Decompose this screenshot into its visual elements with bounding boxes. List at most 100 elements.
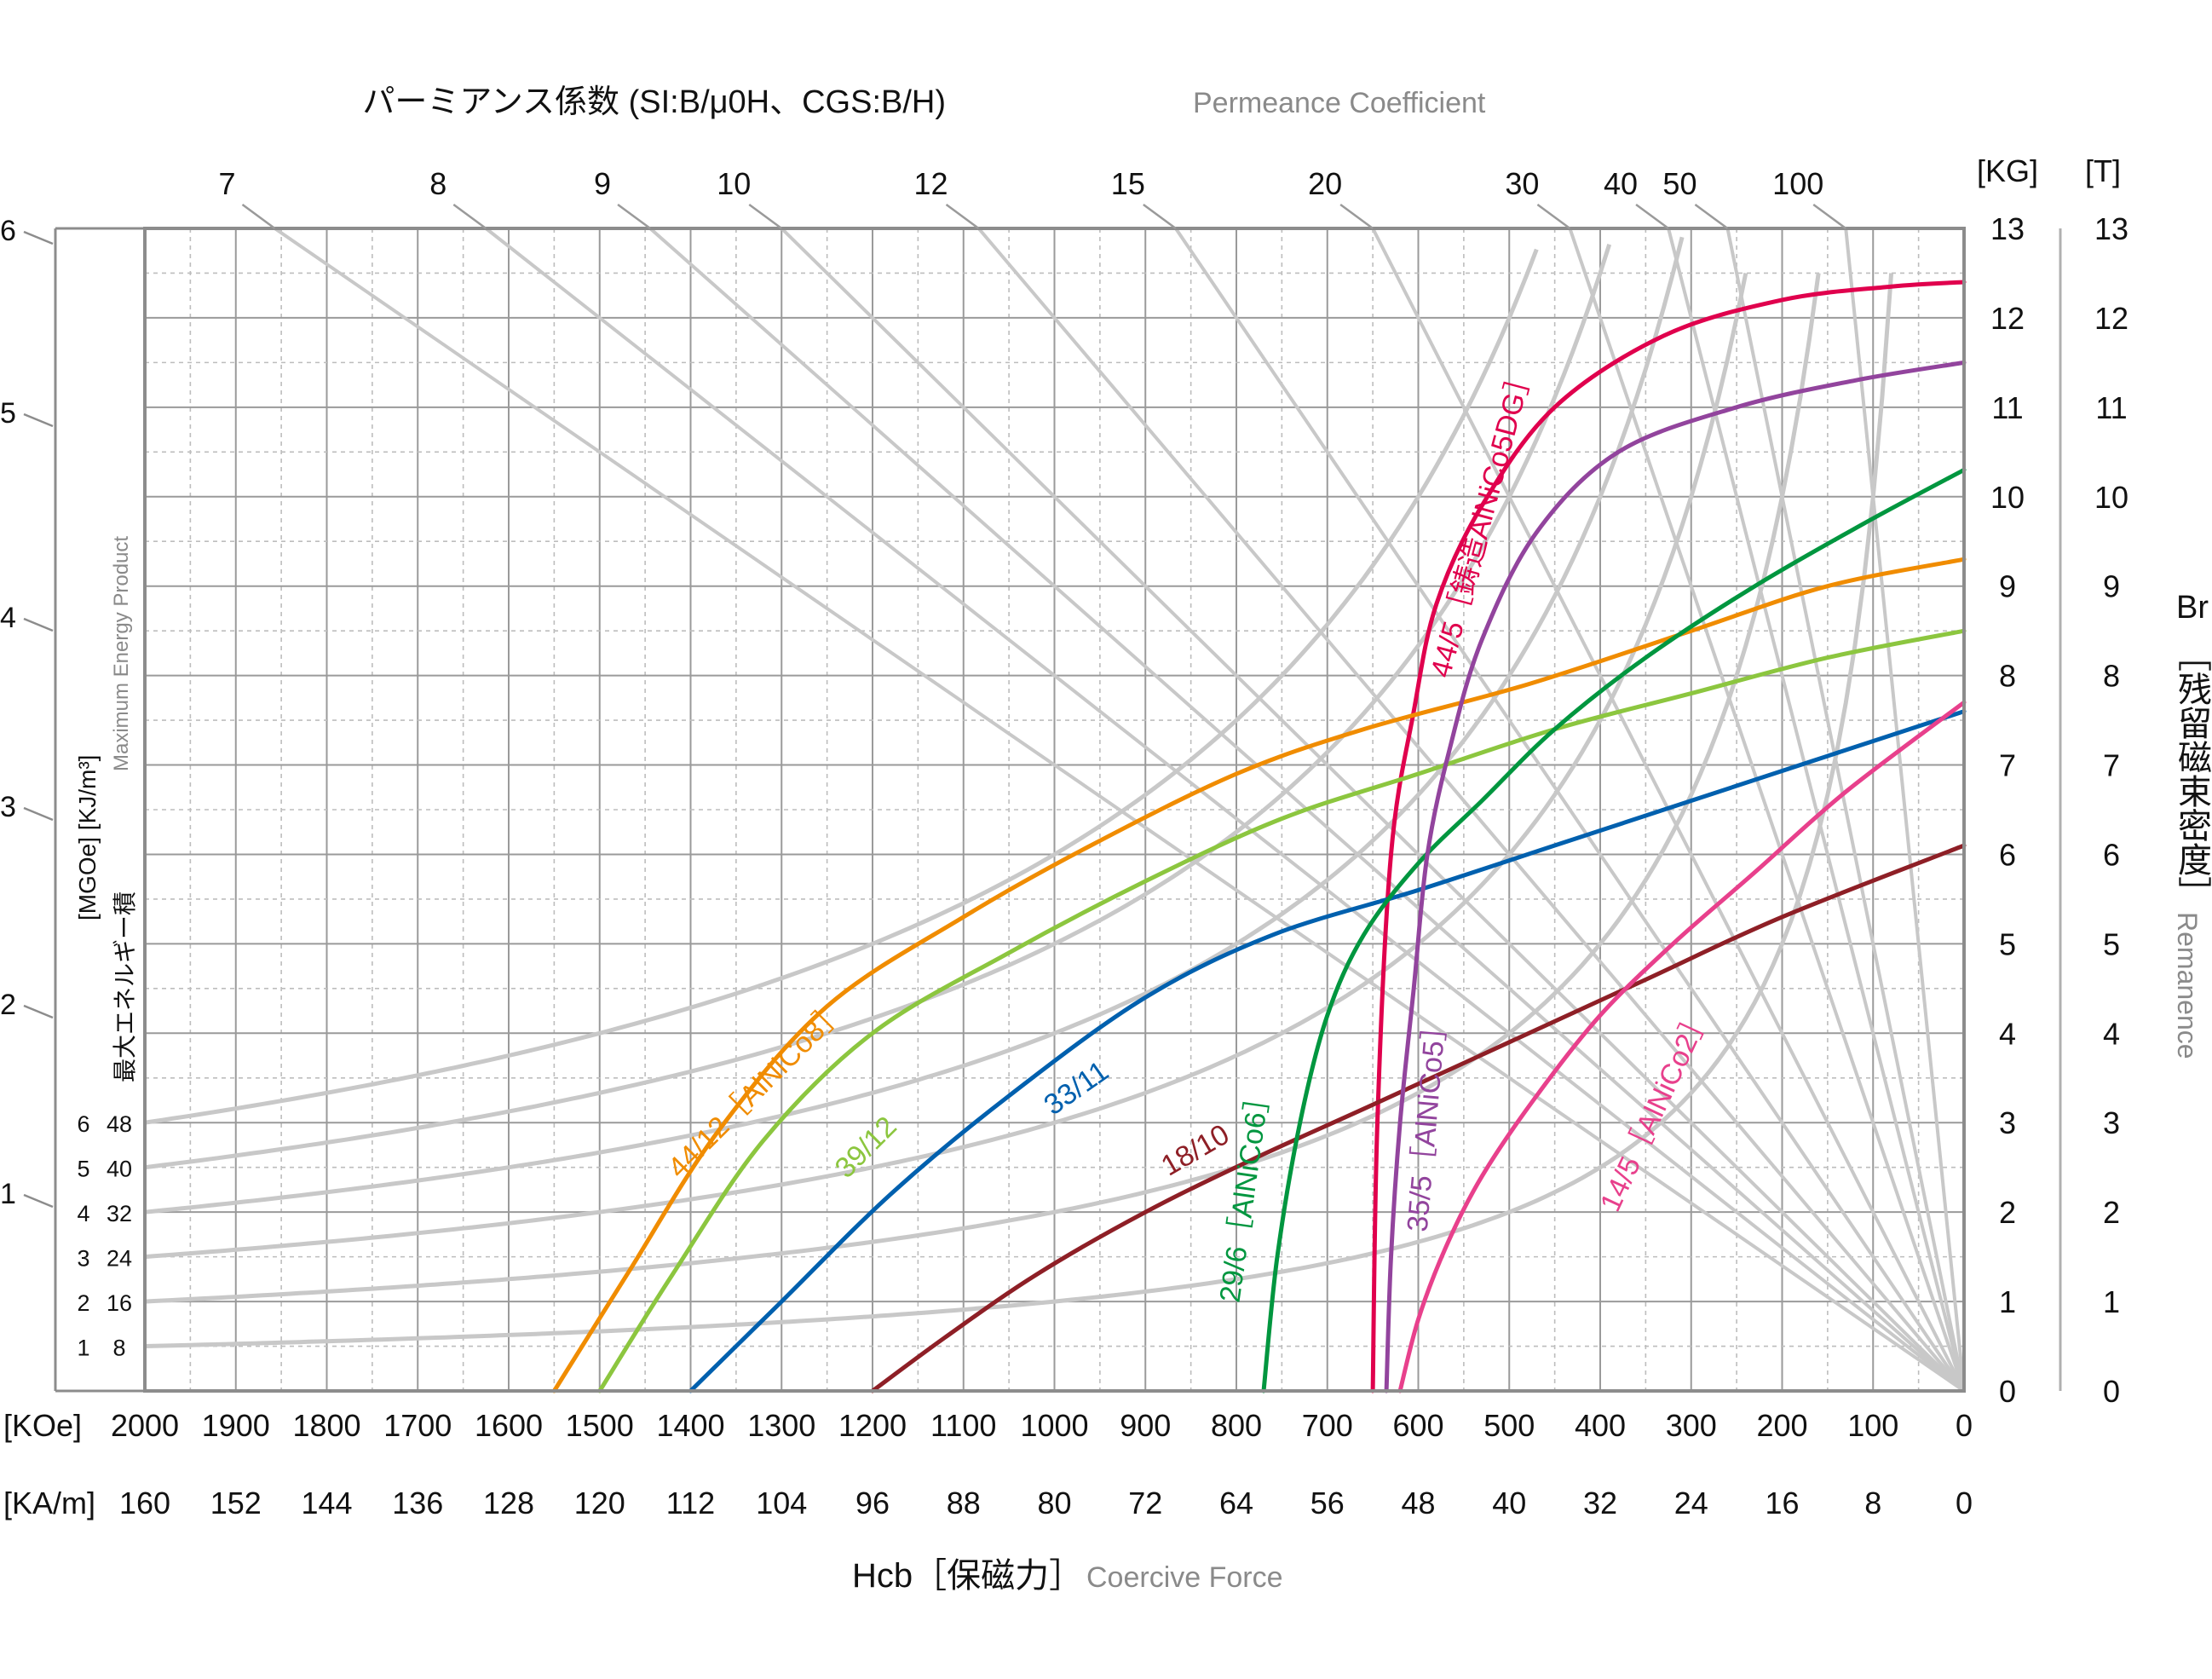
x-unit-kam: [KA/m] [3,1486,95,1520]
energy-outer-label: 1 [0,1178,16,1210]
energy-tick-kj: 48 [107,1111,132,1137]
y-tick-t: 5 [2103,926,2120,961]
y-tick-t: 8 [2103,659,2120,694]
energy-tick-kj: 8 [112,1336,125,1361]
energy-tick-kj: 40 [107,1157,132,1182]
x-tick-kam: 16 [1765,1486,1799,1520]
permeance-tick-leader [452,203,487,230]
x-tick-kam: 0 [1956,1486,1973,1520]
series-line-1 [551,557,1967,1393]
x-tick-kam: 128 [483,1486,534,1520]
y-tick-kg: 0 [1999,1374,2016,1409]
x-tick-koe: 300 [1666,1408,1717,1443]
x-tick-koe: 900 [1120,1408,1171,1443]
permeance-tick-leader [1339,203,1374,230]
energy-axis-title-en: Maximum Energy Product [110,536,133,771]
energy-tick-mgoe: 3 [77,1246,89,1272]
y-tick-t: 3 [2103,1105,2120,1140]
energy-tick-mgoe: 1 [77,1336,89,1361]
energy-outer-label: 6 [0,215,16,247]
energy-outer-tick [23,230,54,245]
permeance-tick: 100 [1772,166,1823,201]
x-tick-kam: 56 [1310,1486,1345,1520]
y-tick-kg: 5 [1999,926,2016,961]
permeance-line [1174,227,1966,1393]
permeance-tick: 50 [1662,166,1696,201]
permeance-line [1725,228,1966,1392]
y-unit-kg: [KG] [1977,153,2038,188]
plot-frame [143,227,1966,1393]
x-tick-koe: 600 [1392,1408,1443,1443]
energy-curve [144,273,1894,1348]
x-tick-koe: 800 [1211,1408,1262,1443]
permeance-tick: 8 [429,166,446,201]
x-tick-kam: 152 [210,1486,262,1520]
series-line-3 [688,709,1967,1393]
x-tick-koe: 1900 [202,1408,270,1443]
x-tick-koe: 1600 [475,1408,543,1443]
series-line-0 [1370,280,1967,1393]
x-tick-koe: 1100 [930,1408,996,1443]
demagnetization-curves [551,280,1967,1393]
permeance-tick-leader [617,203,651,230]
chart-title-jp: パーミアンス係数 (SI:B/μ0H、CGS:B/H) [362,84,946,120]
permeance-line [1667,228,1966,1392]
series-label-2: 39/12 [829,1111,903,1185]
x-tick-kam: 136 [392,1486,443,1520]
energy-outer-tick [23,617,54,632]
permeance-line [274,227,1966,1393]
series-line-2 [597,628,1967,1393]
permeance-tick: 30 [1505,166,1539,201]
energy-outer-tick [23,1193,54,1209]
y-tick-t: 6 [2103,837,2120,872]
energy-tick-mgoe: 6 [77,1111,89,1137]
x-tick-kam: 32 [1583,1486,1617,1520]
permeance-tick: 20 [1308,166,1342,201]
x-tick-koe: 0 [1956,1408,1973,1443]
permeance-tick: 7 [218,166,235,201]
y-tick-t: 12 [2094,301,2128,336]
y-axis-title-jp: ［残留磁束密度］ [2173,638,2211,910]
permeance-tick: 9 [594,166,611,201]
permeance-line [1568,228,1966,1392]
x-tick-kam: 96 [855,1486,890,1520]
x-tick-kam: 8 [1864,1486,1881,1520]
x-tick-koe: 100 [1847,1408,1898,1443]
y-tick-t: 10 [2094,480,2128,515]
permeance-line [780,227,1966,1393]
energy-outer-label: 3 [0,791,16,823]
y-tick-kg: 13 [1990,211,2025,246]
energy-outer-tick [23,806,54,822]
series-label-5: 29/6［AlNiCo6］ [1214,1082,1277,1305]
x-tick-koe: 400 [1575,1408,1626,1443]
x-tick-kam: 104 [756,1486,807,1520]
energy-axis-title-jp: 最大エネルギー積 [112,891,138,1082]
y-axis-title-en: Remanence [2172,912,2203,1059]
x-tick-kam: 112 [666,1486,715,1520]
energy-curve [144,248,1539,1125]
energy-outer-tick [23,1004,54,1019]
energy-tick-kj: 24 [107,1246,132,1272]
permeance-tick-leader [1812,203,1846,230]
y-tick-t: 4 [2103,1016,2120,1051]
y-tick-kg: 6 [1999,837,2016,872]
energy-curve [144,244,1612,1170]
energy-outer-label: 2 [0,989,16,1021]
x-tick-kam: 160 [119,1486,170,1520]
y-tick-t: 2 [2103,1195,2120,1230]
energy-curve [144,272,1748,1260]
x-tick-koe: 200 [1756,1408,1807,1443]
series-line-5 [1261,467,1967,1393]
energy-tick-kj: 16 [107,1290,132,1316]
y-tick-kg: 11 [1991,390,2023,425]
y-tick-kg: 3 [1999,1105,2016,1140]
y-tick-kg: 8 [1999,659,2016,694]
permeance-tick-leader [1694,203,1729,230]
x-tick-kam: 48 [1401,1486,1435,1520]
x-tick-kam: 144 [301,1486,352,1520]
series-line-4 [870,843,1967,1393]
energy-tick-kj: 32 [107,1201,132,1226]
x-tick-kam: 64 [1219,1486,1253,1520]
